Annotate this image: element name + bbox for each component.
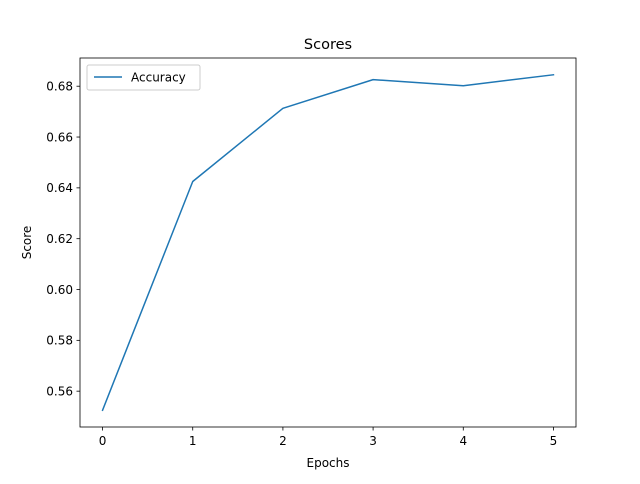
x-tick-label: 0 bbox=[99, 434, 107, 448]
x-axis-label: Epochs bbox=[307, 456, 350, 470]
legend: Accuracy bbox=[86, 64, 201, 91]
plot-area bbox=[80, 58, 576, 427]
series-layer bbox=[101, 73, 555, 412]
y-tick-label: 0.56 bbox=[46, 384, 73, 398]
plot-frame bbox=[79, 57, 577, 428]
series-line-accuracy bbox=[101, 73, 555, 412]
x-tick-label: 5 bbox=[550, 434, 558, 448]
x-tick-label: 1 bbox=[189, 434, 197, 448]
legend-box bbox=[86, 64, 201, 91]
x-tick-label: 2 bbox=[279, 434, 287, 448]
y-axis-ticks: 0.56 0.58 0.60 0.62 0.64 0.66 0.68 bbox=[46, 80, 80, 398]
y-axis-label: Score bbox=[20, 226, 34, 260]
chart-title: Scores bbox=[304, 37, 352, 53]
legend-label-accuracy: Accuracy bbox=[131, 71, 186, 85]
x-tick-label: 3 bbox=[369, 434, 377, 448]
y-tick-label: 0.58 bbox=[46, 334, 73, 348]
y-tick-label: 0.68 bbox=[46, 80, 73, 94]
x-tick-label: 4 bbox=[459, 434, 467, 448]
y-tick-label: 0.66 bbox=[46, 130, 73, 144]
y-tick-label: 0.62 bbox=[46, 232, 73, 246]
x-axis-ticks: 0 1 2 3 4 5 bbox=[99, 427, 558, 448]
y-tick-label: 0.60 bbox=[46, 283, 73, 297]
y-tick-label: 0.64 bbox=[46, 181, 73, 195]
